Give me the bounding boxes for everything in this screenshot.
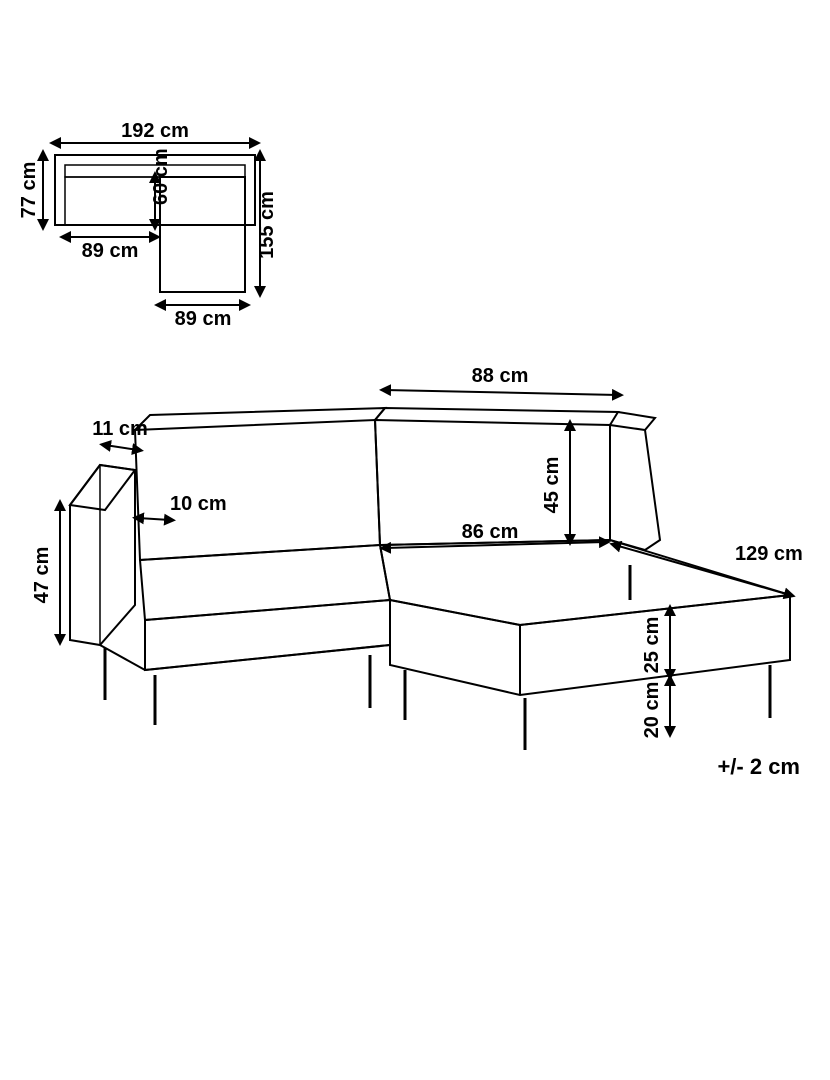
dim-base-h: 25 cm	[641, 617, 663, 674]
top-view: 192 cm 77 cm 60 cm 89 cm 89 cm 155 cm	[18, 120, 278, 330]
dim-top-width: 192 cm	[121, 120, 189, 142]
dim-arm-height: 47 cm	[31, 547, 53, 604]
dim-top-seg-left: 89 cm	[82, 240, 139, 262]
dim-back-width: 88 cm	[472, 365, 529, 387]
front-view: 88 cm 11 cm 10 cm 47 cm 45 cm 86 cm 129 …	[31, 365, 803, 750]
dim-arm-inner: 10 cm	[170, 493, 227, 515]
diagram-stage: 192 cm 77 cm 60 cm 89 cm 89 cm 155 cm	[0, 0, 830, 1080]
dim-top-right: 155 cm	[256, 191, 278, 259]
dim-leg-h: 20 cm	[641, 682, 663, 739]
tolerance-label: +/- 2 cm	[717, 754, 800, 780]
dim-top-seg-bottom: 89 cm	[175, 308, 232, 330]
dim-back-height: 45 cm	[541, 457, 563, 514]
dimension-svg: 192 cm 77 cm 60 cm 89 cm 89 cm 155 cm	[0, 0, 830, 1080]
dim-seat-depth: 86 cm	[462, 521, 519, 543]
dim-arm-top: 11 cm	[92, 418, 148, 440]
dim-chaise-len: 129 cm	[735, 543, 803, 565]
dim-top-left: 77 cm	[18, 162, 40, 219]
dim-top-inner-h: 60 cm	[150, 148, 172, 205]
